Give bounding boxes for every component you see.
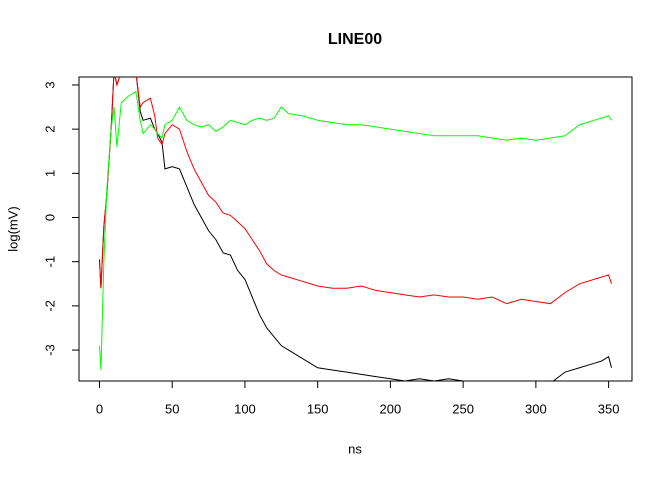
- y-tick-label: -3: [42, 344, 57, 356]
- x-tick-label: 350: [598, 401, 620, 416]
- x-axis-label: ns: [348, 441, 362, 456]
- y-tick-label: -1: [42, 256, 57, 268]
- chart-title: LINE00: [328, 31, 382, 48]
- y-tick-label: 3: [42, 81, 57, 88]
- y-tick-label: -2: [42, 300, 57, 312]
- y-tick-label: 1: [42, 170, 57, 177]
- x-tick-label: 250: [452, 401, 474, 416]
- x-tick-label: 200: [380, 401, 402, 416]
- x-tick-label: 0: [96, 401, 103, 416]
- y-axis-label: log(mV): [5, 206, 20, 252]
- series-line: [98, 77, 613, 381]
- y-tick-label: 0: [42, 214, 57, 221]
- plot-area: [98, 77, 613, 381]
- x-tick-label: 150: [307, 401, 329, 416]
- plot-frame: [78, 76, 633, 382]
- series-line: [98, 90, 612, 370]
- x-tick-label: 100: [234, 401, 256, 416]
- x-tick-label: 50: [165, 401, 179, 416]
- y-tick-label: 2: [42, 126, 57, 133]
- x-tick-label: 300: [525, 401, 547, 416]
- series-line: [98, 77, 612, 305]
